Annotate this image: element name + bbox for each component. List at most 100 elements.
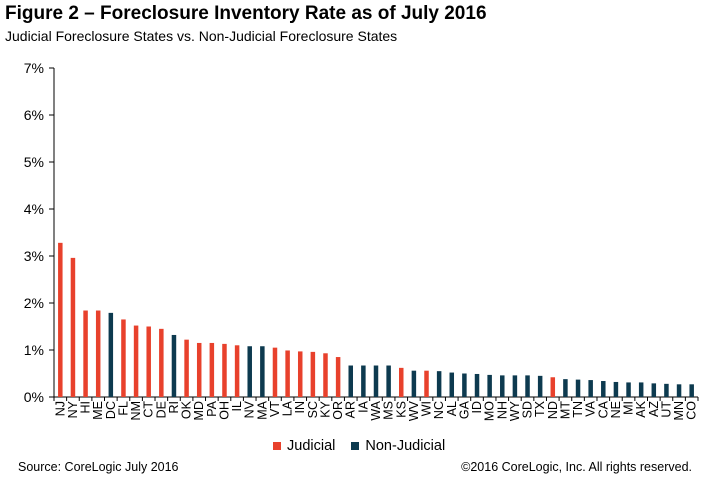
bar-mi xyxy=(626,382,631,397)
bar-md xyxy=(196,342,202,397)
x-tick-label: NJ xyxy=(53,401,67,416)
x-tick-label: HI xyxy=(79,401,93,414)
bar-id xyxy=(474,373,480,397)
legend-label-non-judicial: Non-Judicial xyxy=(365,438,446,454)
bar-vt xyxy=(272,347,278,397)
x-tick-label: RI xyxy=(167,401,181,414)
x-tick-label: NE xyxy=(609,401,623,418)
bar-wv xyxy=(411,370,417,397)
legend-swatch-judicial xyxy=(273,442,281,450)
x-tick-label: AR xyxy=(344,401,358,418)
bar-mo xyxy=(487,374,492,397)
x-tick-label: PA xyxy=(205,400,219,416)
bar-ar xyxy=(348,365,353,397)
bar-dc xyxy=(108,312,114,397)
x-tick-label: WV xyxy=(407,400,421,421)
bar-nm xyxy=(133,325,139,397)
x-tick-label: MI xyxy=(622,401,636,415)
bar-wy xyxy=(512,375,518,397)
x-tick-label: TN xyxy=(571,401,585,418)
x-tick-label: SD xyxy=(521,401,535,418)
x-tick-label: ND xyxy=(546,401,560,419)
bar-in xyxy=(297,351,303,397)
x-tick-label: AZ xyxy=(647,401,661,417)
bar-me xyxy=(95,310,101,397)
y-tick-label: 5% xyxy=(24,154,44,170)
bar-wi xyxy=(424,370,429,397)
bar-nj xyxy=(58,242,63,397)
legend-swatch-non-judicial xyxy=(351,442,360,450)
bar-nc xyxy=(436,371,442,397)
x-tick-label: IN xyxy=(293,401,307,414)
bar-wa xyxy=(373,365,379,397)
legend-item-non-judicial: Non-Judicial xyxy=(351,438,445,454)
y-tick-label: 1% xyxy=(24,342,44,358)
bar-nv xyxy=(247,346,252,397)
x-tick-label: SC xyxy=(306,401,320,418)
bar-mn xyxy=(676,384,682,397)
x-tick-label: ID xyxy=(470,401,484,414)
x-tick-label: UT xyxy=(659,401,673,418)
bar-pa xyxy=(209,342,215,397)
bar-sd xyxy=(525,375,530,397)
bar-tn xyxy=(575,379,581,397)
bar-co xyxy=(689,384,694,397)
x-tick-label: LA xyxy=(281,400,295,416)
bar-ok xyxy=(184,339,189,397)
x-tick-label: NH xyxy=(495,401,509,419)
bar-ky xyxy=(323,353,328,397)
bar-ak xyxy=(638,382,644,397)
bar-ks xyxy=(399,367,404,397)
y-tick-label: 0% xyxy=(24,389,44,405)
x-tick-label: MD xyxy=(192,401,206,420)
bar-ga xyxy=(462,373,467,397)
bar-az xyxy=(651,383,657,397)
bar-ca xyxy=(601,381,606,397)
bar-ct xyxy=(146,326,151,397)
bar-hi xyxy=(83,310,88,397)
x-tick-label: ME xyxy=(91,401,105,420)
x-tick-label: MO xyxy=(483,401,497,421)
y-tick-label: 6% xyxy=(24,107,44,123)
x-tick-label: KS xyxy=(394,401,408,418)
bar-ny xyxy=(70,257,76,397)
x-tick-label: WY xyxy=(508,400,522,421)
x-tick-label: OK xyxy=(180,400,194,419)
bar-oh xyxy=(222,343,227,397)
x-tick-label: NY xyxy=(66,400,80,418)
bar-ut xyxy=(664,383,669,397)
x-tick-label: NM xyxy=(129,401,143,420)
bar-al xyxy=(449,372,455,397)
bar-de xyxy=(159,328,164,397)
legend-item-judicial: Judicial xyxy=(273,438,335,454)
x-tick-label: CT xyxy=(142,401,156,418)
x-tick-label: MN xyxy=(672,401,686,420)
x-tick-label: WI xyxy=(420,401,434,416)
chart-title: Figure 2 – Foreclosure Inventory Rate as… xyxy=(5,3,487,24)
x-tick-label: MT xyxy=(558,401,572,419)
x-tick-label: VA xyxy=(584,400,598,416)
bar-il xyxy=(234,345,240,397)
bar-ms xyxy=(386,365,391,397)
x-tick-label: MS xyxy=(382,401,396,420)
x-tick-label: CO xyxy=(685,401,699,420)
bar-va xyxy=(588,380,593,397)
x-tick-label: IA xyxy=(356,400,370,412)
bar-nh xyxy=(500,375,505,397)
bar-ri xyxy=(171,334,177,397)
x-tick-label: CA xyxy=(596,400,610,418)
x-tick-label: VT xyxy=(268,401,282,417)
y-tick-label: 4% xyxy=(24,201,44,217)
source-note: Source: CoreLogic July 2016 xyxy=(18,460,179,474)
bar-fl xyxy=(121,319,126,397)
y-tick-label: 7% xyxy=(24,60,44,76)
x-tick-label: NV xyxy=(243,400,257,418)
y-tick-label: 3% xyxy=(24,248,44,264)
x-tick-label: NC xyxy=(432,401,446,419)
bar-nd xyxy=(550,377,556,397)
x-tick-label: MA xyxy=(255,400,269,419)
bar-ma xyxy=(260,346,265,397)
bar-ia xyxy=(361,365,366,397)
x-tick-label: TX xyxy=(533,400,547,417)
